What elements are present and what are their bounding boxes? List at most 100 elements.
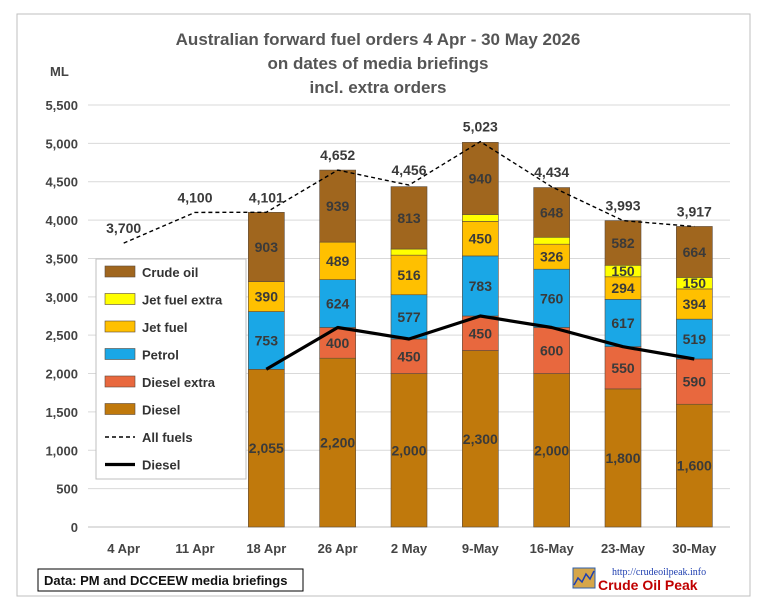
x-tick-label-9-may: 9-May (462, 541, 500, 556)
label-crude-oil-16-may: 648 (540, 204, 564, 220)
bar-jet-fuel-26-apr (319, 241, 356, 280)
chart-title-line-1: Australian forward fuel orders 4 Apr - 3… (176, 30, 581, 49)
legend-crude-oil-box-label: Crude oil (142, 265, 198, 280)
total-label-11-apr: 4,100 (177, 189, 212, 205)
logo-name: Crude Oil Peak (598, 577, 698, 593)
label-petrol-9-may: 783 (469, 278, 493, 294)
label-diesel-26-apr: 2,200 (320, 435, 355, 451)
segment-labels: 2,055 753 390 903 2,200 400 624 489 939 2,000 450 5… (249, 170, 712, 473)
y-tick-label-1500: 1,500 (45, 405, 78, 420)
label-petrol-2-may: 577 (397, 309, 421, 325)
y-tick-label-4000: 4,000 (45, 213, 78, 228)
label-diesel-23-may: 1,800 (605, 450, 640, 466)
label-jet-fuel-9-may: 450 (469, 231, 493, 247)
bar-jet-fuel-extra-16-may (533, 236, 570, 245)
y-tick-label-5500: 5,500 (45, 98, 78, 113)
logo-mark-wave (573, 570, 595, 586)
line-diesel-solid (265, 314, 695, 371)
legend-petrol-box-label: Petrol (142, 348, 179, 363)
y-tick-label-500: 500 (56, 482, 78, 497)
logo-url: http://crudeoilpeak.info (612, 567, 706, 578)
label-diesel-extra-30-may: 590 (683, 374, 707, 390)
bar-crude-oil-18-apr (248, 212, 285, 282)
source-text: Data: PM and DCCEEW media briefings (44, 573, 287, 588)
y-tick-label-4500: 4,500 (45, 175, 78, 190)
bar-diesel-extra-2-may (390, 338, 428, 374)
bar-crude-oil-26-apr (319, 169, 356, 243)
y-tick-label-2500: 2,500 (45, 328, 78, 343)
legend-jet-fuel-extra-box-label: Jet fuel extra (142, 293, 223, 308)
label-diesel-16-may: 2,000 (534, 442, 569, 458)
bar-diesel-16-may (533, 373, 570, 528)
y-tick-label-2000: 2,000 (45, 367, 78, 382)
label-crude-oil-30-may: 664 (683, 244, 707, 260)
bar-diesel-26-apr (319, 357, 356, 528)
line-all-fuels-dashed (123, 140, 695, 244)
x-tick-label-23-may: 23-May (601, 541, 646, 556)
legend-diesel-box-label: Diesel (142, 403, 180, 418)
label-diesel-extra-2-may: 450 (397, 348, 421, 364)
x-tick-label-4-apr: 4 Apr (107, 541, 140, 556)
x-tick-label-11-apr: 11 Apr (175, 541, 214, 556)
total-label-30-may: 3,917 (677, 203, 712, 219)
total-label-23-may: 3,993 (605, 198, 640, 214)
label-crude-oil-18-apr: 903 (255, 239, 279, 255)
bar-jet-fuel-18-apr (248, 281, 285, 312)
label-petrol-26-apr: 624 (326, 296, 350, 312)
y-tick-label-3500: 3,500 (45, 251, 78, 266)
bar-crude-oil-23-may (604, 220, 642, 266)
bar-crude-oil-9-may (462, 142, 499, 215)
bar-petrol-18-apr (248, 311, 285, 370)
label-diesel-18-apr: 2,055 (249, 440, 284, 456)
bar-diesel-2-may (390, 373, 428, 528)
chart-frame (16, 13, 751, 597)
y-tick-label-1000: 1,000 (45, 443, 78, 458)
legend-jet-fuel-box-swatch (104, 320, 136, 333)
label-jet-fuel-16-may: 326 (540, 249, 564, 265)
chart-title-line-3: incl. extra orders (309, 78, 446, 97)
legend-crude-oil-box-swatch (104, 265, 136, 278)
y-axis-ticks: 0 500 1,000 1,500 2,000 2,500 3,000 3,500 4,000 4… (45, 98, 78, 535)
label-jet-fuel-2-may: 516 (397, 267, 421, 283)
label-jet-fuel-26-apr: 489 (326, 253, 350, 269)
total-label-16-may: 4,434 (534, 164, 569, 180)
bar-diesel-extra-9-may (462, 315, 499, 351)
bar-crude-oil-30-may (676, 226, 713, 278)
y-tick-label-3000: 3,000 (45, 290, 78, 305)
label-crude-oil-9-may: 940 (469, 170, 493, 186)
line-series (123, 140, 695, 371)
label-petrol-18-apr: 753 (255, 332, 279, 348)
label-diesel-extra-23-may: 550 (611, 360, 635, 376)
legend-diesel-extra-box-swatch (104, 375, 136, 388)
label-diesel-9-may: 2,300 (463, 431, 498, 447)
bar-jet-fuel-30-may (676, 288, 713, 320)
bar-diesel-extra-26-apr (319, 327, 356, 359)
bar-diesel-9-may (462, 350, 499, 528)
legend-diesel-solid-line-label: Diesel (142, 458, 180, 473)
label-diesel-extra-26-apr: 400 (326, 335, 350, 351)
total-label-9-may: 5,023 (463, 119, 498, 135)
label-crude-oil-2-may: 813 (397, 210, 421, 226)
total-label-2-may: 4,456 (391, 162, 426, 178)
x-tick-label-26-apr: 26 Apr (318, 541, 358, 556)
label-diesel-extra-16-may: 600 (540, 343, 564, 359)
bar-segments (248, 142, 713, 528)
x-tick-label-30-may: 30-May (672, 541, 717, 556)
label-petrol-30-may: 519 (683, 331, 707, 347)
label-crude-oil-23-may: 582 (611, 235, 635, 251)
y-tick-label-0: 0 (71, 520, 78, 535)
bar-diesel-18-apr (248, 369, 285, 528)
legend-jet-fuel-extra-box-swatch (104, 293, 136, 305)
label-jet-fuel-30-may: 394 (683, 296, 707, 312)
x-tick-label-18-apr: 18 Apr (246, 541, 286, 556)
source-box (37, 568, 304, 592)
label-diesel-extra-9-may: 450 (469, 325, 493, 341)
total-label-18-apr: 4,101 (249, 189, 284, 205)
label-diesel-30-may: 1,600 (677, 458, 712, 474)
bar-jet-fuel-2-may (390, 254, 428, 296)
source-note: Data: PM and DCCEEW media briefings (37, 568, 304, 592)
label-jet-fuel-18-apr: 390 (255, 289, 279, 305)
label-jet-fuel-23-may: 294 (611, 280, 635, 296)
